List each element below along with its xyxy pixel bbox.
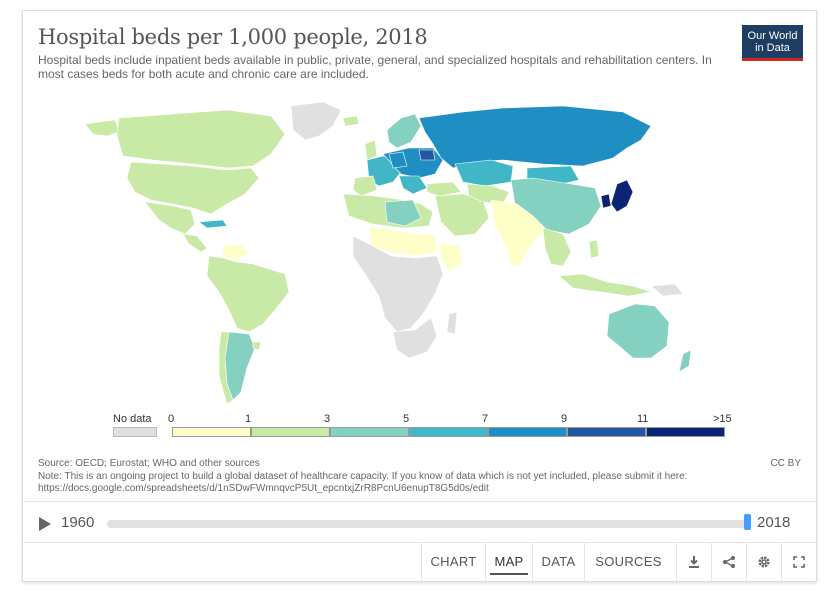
owid-logo[interactable]: Our World in Data (742, 25, 803, 61)
region-central-america[interactable] (182, 233, 208, 253)
region-argentina[interactable] (224, 331, 256, 401)
region-papua[interactable] (650, 283, 684, 297)
world-map (84, 101, 692, 405)
timeline-handle[interactable] (744, 514, 751, 530)
download-button[interactable] (676, 543, 711, 581)
region-chile[interactable] (218, 331, 234, 405)
fullscreen-icon (793, 556, 805, 568)
timeline-start-year: 1960 (61, 514, 95, 531)
legend-tick-max: >15 (713, 413, 732, 425)
region-venezuela[interactable] (222, 243, 250, 261)
region-egypt[interactable] (384, 199, 422, 227)
region-madagascar[interactable] (446, 311, 458, 335)
region-iceland[interactable] (342, 115, 360, 127)
note-link[interactable]: https://docs.google.com/spreadsheets/d/1… (38, 483, 489, 494)
region-iberia[interactable] (352, 175, 378, 197)
region-germany[interactable] (388, 151, 408, 169)
region-cuba[interactable] (198, 219, 228, 229)
settings-icon (758, 556, 770, 568)
logo-line-2: in Data (755, 42, 790, 54)
settings-button[interactable] (746, 543, 781, 581)
chart-title: Hospital beds per 1,000 people, 2018 (38, 25, 428, 49)
legend-tick-11: 11 (637, 413, 649, 425)
legend-tick-7: 7 (482, 413, 489, 425)
share-icon (723, 556, 735, 568)
legend-nodata-label: No data (113, 413, 152, 425)
region-scandinavia[interactable] (386, 113, 422, 149)
chart-subtitle: Hospital beds include inpatient beds ava… (38, 53, 712, 81)
legend-bin-5-7[interactable] (409, 427, 488, 437)
region-kazakhstan[interactable] (454, 159, 514, 187)
play-icon[interactable] (39, 517, 51, 531)
share-button[interactable] (711, 543, 746, 581)
legend-bin-3-5[interactable] (330, 427, 409, 437)
region-mexico[interactable] (144, 201, 196, 235)
region-philippines[interactable] (588, 239, 600, 259)
region-belarus[interactable] (418, 149, 436, 161)
region-korea[interactable] (600, 193, 612, 209)
region-usa[interactable] (126, 161, 260, 215)
legend-tick-1: 1 (245, 413, 252, 425)
region-alaska[interactable] (84, 119, 120, 137)
legend-nodata-swatch[interactable] (113, 427, 157, 437)
source-text: Source: OECD; Eurostat; WHO and other so… (38, 458, 260, 469)
timeline-end-year: 2018 (757, 514, 791, 531)
legend-bin-7-9[interactable] (488, 427, 567, 437)
region-central-africa[interactable] (352, 235, 444, 333)
region-greenland[interactable] (290, 101, 342, 141)
region-balkans[interactable] (398, 175, 428, 195)
region-middle-east[interactable] (434, 193, 490, 237)
tab-chart[interactable]: CHART (421, 543, 485, 581)
fullscreen-button[interactable] (781, 543, 816, 581)
region-horn-of-africa[interactable] (438, 241, 464, 273)
chart-frame: Hospital beds per 1,000 people, 2018 Hos… (22, 10, 818, 583)
legend-bin-0-1[interactable] (172, 427, 251, 437)
region-turkey[interactable] (426, 181, 462, 197)
region-south-america[interactable] (206, 255, 290, 333)
legend-bin-11-15[interactable] (646, 427, 725, 437)
region-new-zealand[interactable] (678, 349, 692, 373)
legend-tick-9: 9 (561, 413, 568, 425)
timeline-fill (107, 520, 747, 528)
tab-data[interactable]: DATA (532, 543, 584, 581)
legend-tick-5: 5 (403, 413, 410, 425)
legend-bin-1-3[interactable] (251, 427, 330, 437)
logo-line-1: Our World (747, 30, 798, 42)
region-uruguay[interactable] (252, 341, 262, 351)
legend-tick-3: 3 (324, 413, 331, 425)
download-icon (689, 556, 699, 568)
tab-map[interactable]: MAP (485, 543, 532, 581)
timeline-track[interactable] (107, 520, 747, 528)
map-legend: No data 0 1 3 5 7 9 11 >15 (23, 411, 818, 451)
chart-controls: CHART MAP DATA SOURCES (23, 543, 818, 583)
region-australia[interactable] (606, 303, 670, 359)
timeline: 1960 2018 (23, 501, 818, 543)
license-link[interactable]: CC BY (770, 458, 801, 469)
region-canada[interactable] (116, 109, 286, 169)
tab-sources[interactable]: SOURCES (584, 543, 672, 581)
region-southern-africa[interactable] (392, 317, 438, 359)
region-uk[interactable] (364, 139, 378, 161)
region-russia[interactable] (418, 105, 652, 169)
chart-footer: Source: OECD; Eurostat; WHO and other so… (38, 458, 758, 496)
legend-bin-9-11[interactable] (567, 427, 646, 437)
region-southeast-asia[interactable] (542, 227, 572, 267)
region-south-asia[interactable] (490, 199, 546, 267)
region-indonesia[interactable] (558, 273, 652, 297)
note-text: Note: This is an ongoing project to buil… (38, 470, 688, 482)
legend-tick-0: 0 (168, 413, 175, 425)
region-japan[interactable] (610, 179, 634, 213)
